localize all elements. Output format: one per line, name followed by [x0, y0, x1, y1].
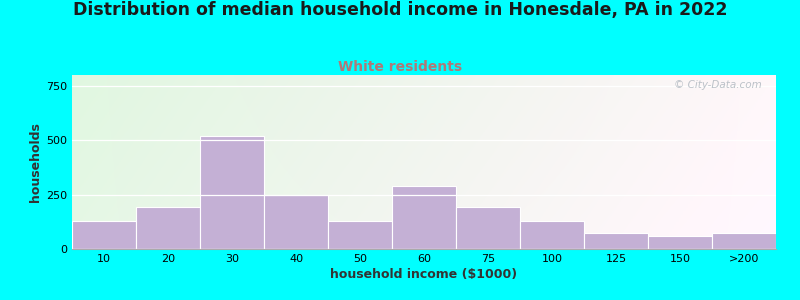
Bar [584, 233, 648, 249]
Bar [392, 186, 456, 249]
Y-axis label: households: households [29, 122, 42, 202]
Bar [456, 207, 520, 249]
Text: White residents: White residents [338, 60, 462, 74]
Bar [264, 195, 328, 249]
Bar [712, 233, 776, 249]
Bar [200, 136, 264, 249]
X-axis label: household income ($1000): household income ($1000) [330, 268, 518, 281]
Bar [648, 236, 712, 249]
Bar [136, 207, 200, 249]
Text: Distribution of median household income in Honesdale, PA in 2022: Distribution of median household income … [73, 2, 727, 20]
Text: © City-Data.com: © City-Data.com [674, 80, 762, 90]
Bar [72, 221, 136, 249]
Bar [328, 221, 392, 249]
Bar [520, 221, 584, 249]
